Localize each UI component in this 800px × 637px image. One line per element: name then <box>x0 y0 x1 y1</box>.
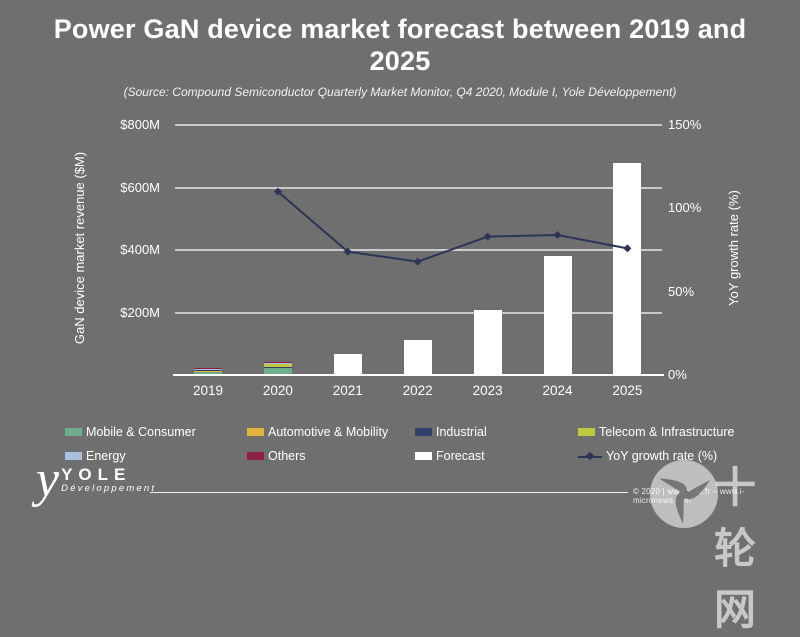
watermark-pinwheel-icon <box>648 458 720 530</box>
bar-segment-telecom-infrastructure <box>194 369 222 371</box>
x-axis-year-label: 2023 <box>458 383 518 398</box>
footer-divider-line <box>150 492 628 493</box>
chart-plot-area <box>175 125 662 375</box>
bar-segment-forecast <box>474 310 502 375</box>
bar-segment-automotive-mobility <box>194 371 222 372</box>
legend-color-swatch <box>247 428 264 436</box>
bar-segment-forecast <box>544 256 572 375</box>
page-title: Power GaN device market forecast between… <box>50 14 750 78</box>
legend-color-swatch <box>65 428 82 436</box>
yole-logo: y YOLE Développement <box>36 460 156 500</box>
yoy-data-point-marker <box>274 188 282 196</box>
bar-segment-forecast <box>613 163 641 376</box>
legend-item-automotive-mobility: Automotive & Mobility <box>247 425 415 439</box>
watermark: 十轮网 <box>648 440 798 517</box>
right-axis-tick-label: 150% <box>668 117 728 132</box>
gridline <box>175 249 662 251</box>
yoy-data-point-marker <box>554 231 562 239</box>
left-axis-title: GaN device market revenue ($M) <box>72 98 88 398</box>
legend-label: Telecom & Infrastructure <box>599 425 734 439</box>
x-axis-year-label: 2022 <box>388 383 448 398</box>
header: Power GaN device market forecast between… <box>0 14 800 99</box>
legend-item-telecom-infrastructure: Telecom & Infrastructure <box>578 425 780 439</box>
right-axis-tick-label: 0% <box>668 367 728 382</box>
legend-item-industrial: Industrial <box>415 425 578 439</box>
legend-item-mobile-consumer: Mobile & Consumer <box>65 425 247 439</box>
bar-segment-forecast <box>404 340 432 375</box>
bar-segment-telecom-infrastructure <box>264 363 292 367</box>
legend-label: Automotive & Mobility <box>268 425 388 439</box>
gridline <box>175 312 662 314</box>
legend-label: Industrial <box>436 425 487 439</box>
left-axis-tick-label: $400M <box>85 242 160 257</box>
bar-segment-automotive-mobility <box>264 367 292 368</box>
x-axis-year-label: 2020 <box>248 383 308 398</box>
legend-label: Mobile & Consumer <box>86 425 196 439</box>
x-axis-year-label: 2019 <box>178 383 238 398</box>
left-axis-tick-label: $800M <box>85 117 160 132</box>
gridline <box>175 187 662 189</box>
legend-color-swatch <box>578 428 595 436</box>
yole-logo-tagline: Développement <box>61 483 156 494</box>
x-axis-baseline <box>173 374 664 376</box>
gridline <box>175 124 662 126</box>
slide: { "header": { "title": "Power GaN device… <box>0 0 800 517</box>
right-axis-tick-label: 50% <box>668 284 728 299</box>
left-axis-tick-label: $200M <box>85 305 160 320</box>
watermark-text: 十轮网 <box>714 454 798 637</box>
bar-segment-others <box>264 362 292 363</box>
yoy-data-point-marker <box>414 258 422 266</box>
x-axis-year-label: 2021 <box>318 383 378 398</box>
source-subtitle: (Source: Compound Semiconductor Quarterl… <box>0 85 800 99</box>
yole-logo-name: YOLE <box>61 466 156 483</box>
x-axis-year-label: 2024 <box>528 383 588 398</box>
left-axis-tick-label: $600M <box>85 180 160 195</box>
x-axis-year-label: 2025 <box>597 383 657 398</box>
yoy-data-point-marker <box>484 233 492 241</box>
legend-color-swatch <box>415 428 432 436</box>
right-axis-title: YoY growth rate (%) <box>726 98 742 398</box>
bar-segment-forecast <box>334 354 362 375</box>
right-axis-tick-label: 100% <box>668 200 728 215</box>
yole-logo-mark: y <box>36 460 59 500</box>
